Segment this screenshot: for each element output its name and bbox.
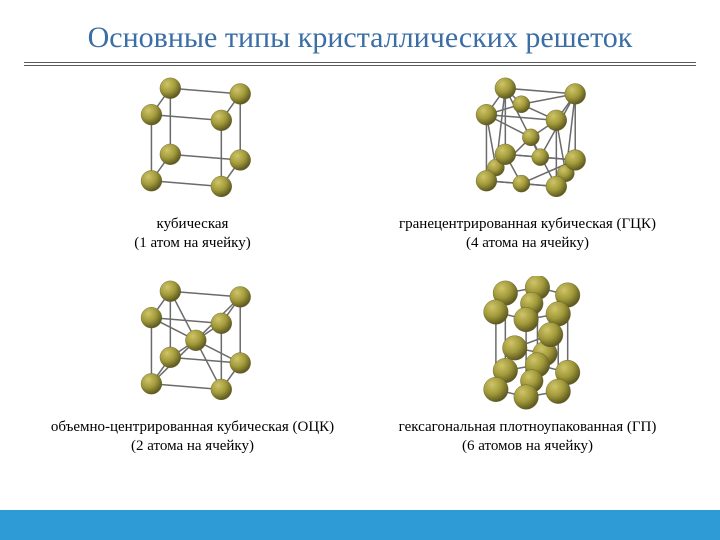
- fcc-diagram: [443, 73, 613, 213]
- lattice-bcc: объемно-центрированная кубическая (ОЦК) …: [30, 276, 355, 475]
- page-title: Основные типы кристаллических решеток: [0, 0, 720, 56]
- lattice-sc: кубическая (1 атом на ячейку): [30, 73, 355, 272]
- bcc-diagram: [108, 276, 278, 416]
- lattice-hcp: гексагональная плотноупакованная (ГП) (6…: [365, 276, 690, 475]
- bcc-caption: объемно-центрированная кубическая (ОЦК) …: [51, 418, 334, 456]
- hcp-caption: гексагональная плотноупакованная (ГП) (6…: [399, 418, 657, 456]
- lattice-grid: кубическая (1 атом на ячейку) гранецентр…: [0, 65, 720, 475]
- sc-name: кубическая: [157, 216, 229, 232]
- sc-atoms: (1 атом на ячейку): [134, 235, 250, 251]
- sc-caption: кубическая (1 атом на ячейку): [134, 215, 250, 253]
- fcc-caption: гранецентрированная кубическая (ГЦК) (4 …: [399, 215, 656, 253]
- bcc-name: объемно-центрированная кубическая (ОЦК): [51, 419, 334, 435]
- sc-diagram: [108, 73, 278, 213]
- hcp-atoms: (6 атомов на ячейку): [462, 438, 593, 454]
- hcp-name: гексагональная плотноупакованная (ГП): [399, 419, 657, 435]
- lattice-fcc: гранецентрированная кубическая (ГЦК) (4 …: [365, 73, 690, 272]
- fcc-atoms: (4 атома на ячейку): [466, 235, 589, 251]
- fcc-name: гранецентрированная кубическая (ГЦК): [399, 216, 656, 232]
- bcc-atoms: (2 атома на ячейку): [131, 438, 254, 454]
- footer-bar: [0, 510, 720, 540]
- title-underline: [24, 62, 696, 65]
- hcp-diagram: [443, 276, 613, 416]
